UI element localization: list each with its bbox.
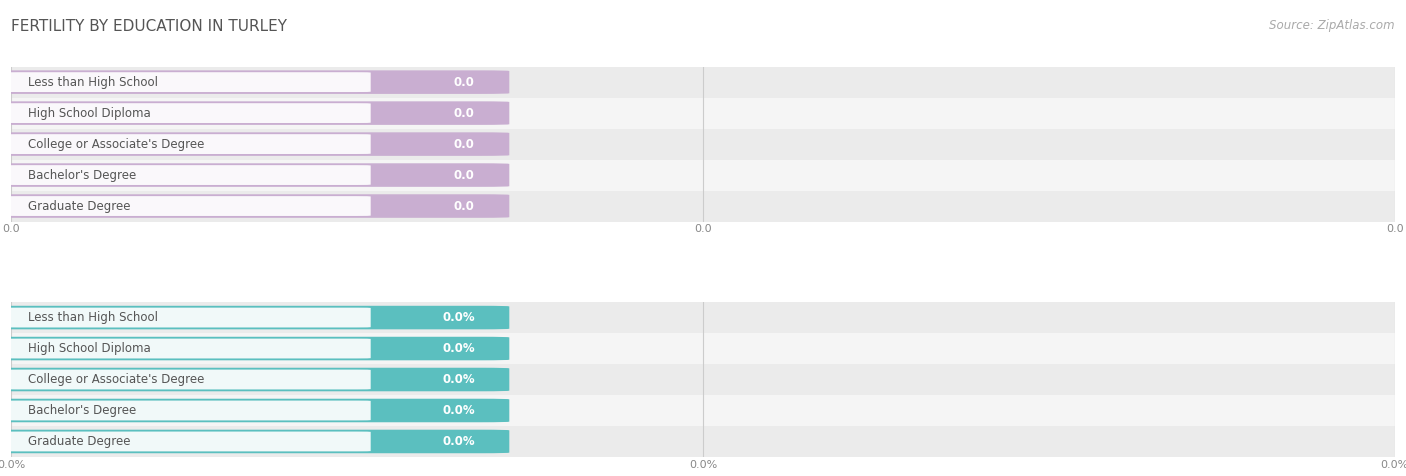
Text: Graduate Degree: Graduate Degree <box>28 199 131 213</box>
Text: Source: ZipAtlas.com: Source: ZipAtlas.com <box>1270 19 1395 32</box>
Text: 0.0: 0.0 <box>454 76 475 89</box>
Text: 0.0: 0.0 <box>454 138 475 150</box>
FancyBboxPatch shape <box>11 159 1395 190</box>
FancyBboxPatch shape <box>11 426 1395 457</box>
Text: 0.0%: 0.0% <box>441 373 475 386</box>
FancyBboxPatch shape <box>4 369 371 389</box>
FancyBboxPatch shape <box>0 163 509 187</box>
FancyBboxPatch shape <box>0 132 509 156</box>
FancyBboxPatch shape <box>11 395 1395 426</box>
FancyBboxPatch shape <box>11 364 1395 395</box>
Text: Bachelor's Degree: Bachelor's Degree <box>28 169 136 181</box>
Text: 0.0%: 0.0% <box>441 435 475 448</box>
Text: High School Diploma: High School Diploma <box>28 107 150 119</box>
FancyBboxPatch shape <box>0 399 509 422</box>
FancyBboxPatch shape <box>0 306 509 329</box>
Text: Graduate Degree: Graduate Degree <box>28 435 131 448</box>
FancyBboxPatch shape <box>11 333 1395 364</box>
Text: College or Associate's Degree: College or Associate's Degree <box>28 138 204 150</box>
Text: 0.0: 0.0 <box>454 169 475 181</box>
FancyBboxPatch shape <box>4 338 371 358</box>
FancyBboxPatch shape <box>11 190 1395 221</box>
FancyBboxPatch shape <box>4 103 371 123</box>
FancyBboxPatch shape <box>11 67 1395 98</box>
Text: 0.0%: 0.0% <box>441 404 475 417</box>
FancyBboxPatch shape <box>0 337 509 360</box>
Text: Less than High School: Less than High School <box>28 76 157 89</box>
FancyBboxPatch shape <box>4 134 371 154</box>
FancyBboxPatch shape <box>4 165 371 185</box>
FancyBboxPatch shape <box>0 430 509 453</box>
Text: Less than High School: Less than High School <box>28 311 157 324</box>
FancyBboxPatch shape <box>11 129 1395 159</box>
Text: 0.0: 0.0 <box>454 107 475 119</box>
Text: High School Diploma: High School Diploma <box>28 342 150 355</box>
Text: Bachelor's Degree: Bachelor's Degree <box>28 404 136 417</box>
FancyBboxPatch shape <box>0 70 509 94</box>
Text: College or Associate's Degree: College or Associate's Degree <box>28 373 204 386</box>
FancyBboxPatch shape <box>11 302 1395 333</box>
FancyBboxPatch shape <box>4 307 371 327</box>
Text: 0.0: 0.0 <box>454 199 475 213</box>
Text: 0.0%: 0.0% <box>441 311 475 324</box>
FancyBboxPatch shape <box>0 368 509 391</box>
FancyBboxPatch shape <box>0 101 509 125</box>
FancyBboxPatch shape <box>11 98 1395 129</box>
Text: 0.0%: 0.0% <box>441 342 475 355</box>
FancyBboxPatch shape <box>4 432 371 451</box>
Text: FERTILITY BY EDUCATION IN TURLEY: FERTILITY BY EDUCATION IN TURLEY <box>11 19 287 34</box>
FancyBboxPatch shape <box>4 72 371 92</box>
FancyBboxPatch shape <box>4 401 371 420</box>
FancyBboxPatch shape <box>0 194 509 218</box>
FancyBboxPatch shape <box>4 196 371 216</box>
